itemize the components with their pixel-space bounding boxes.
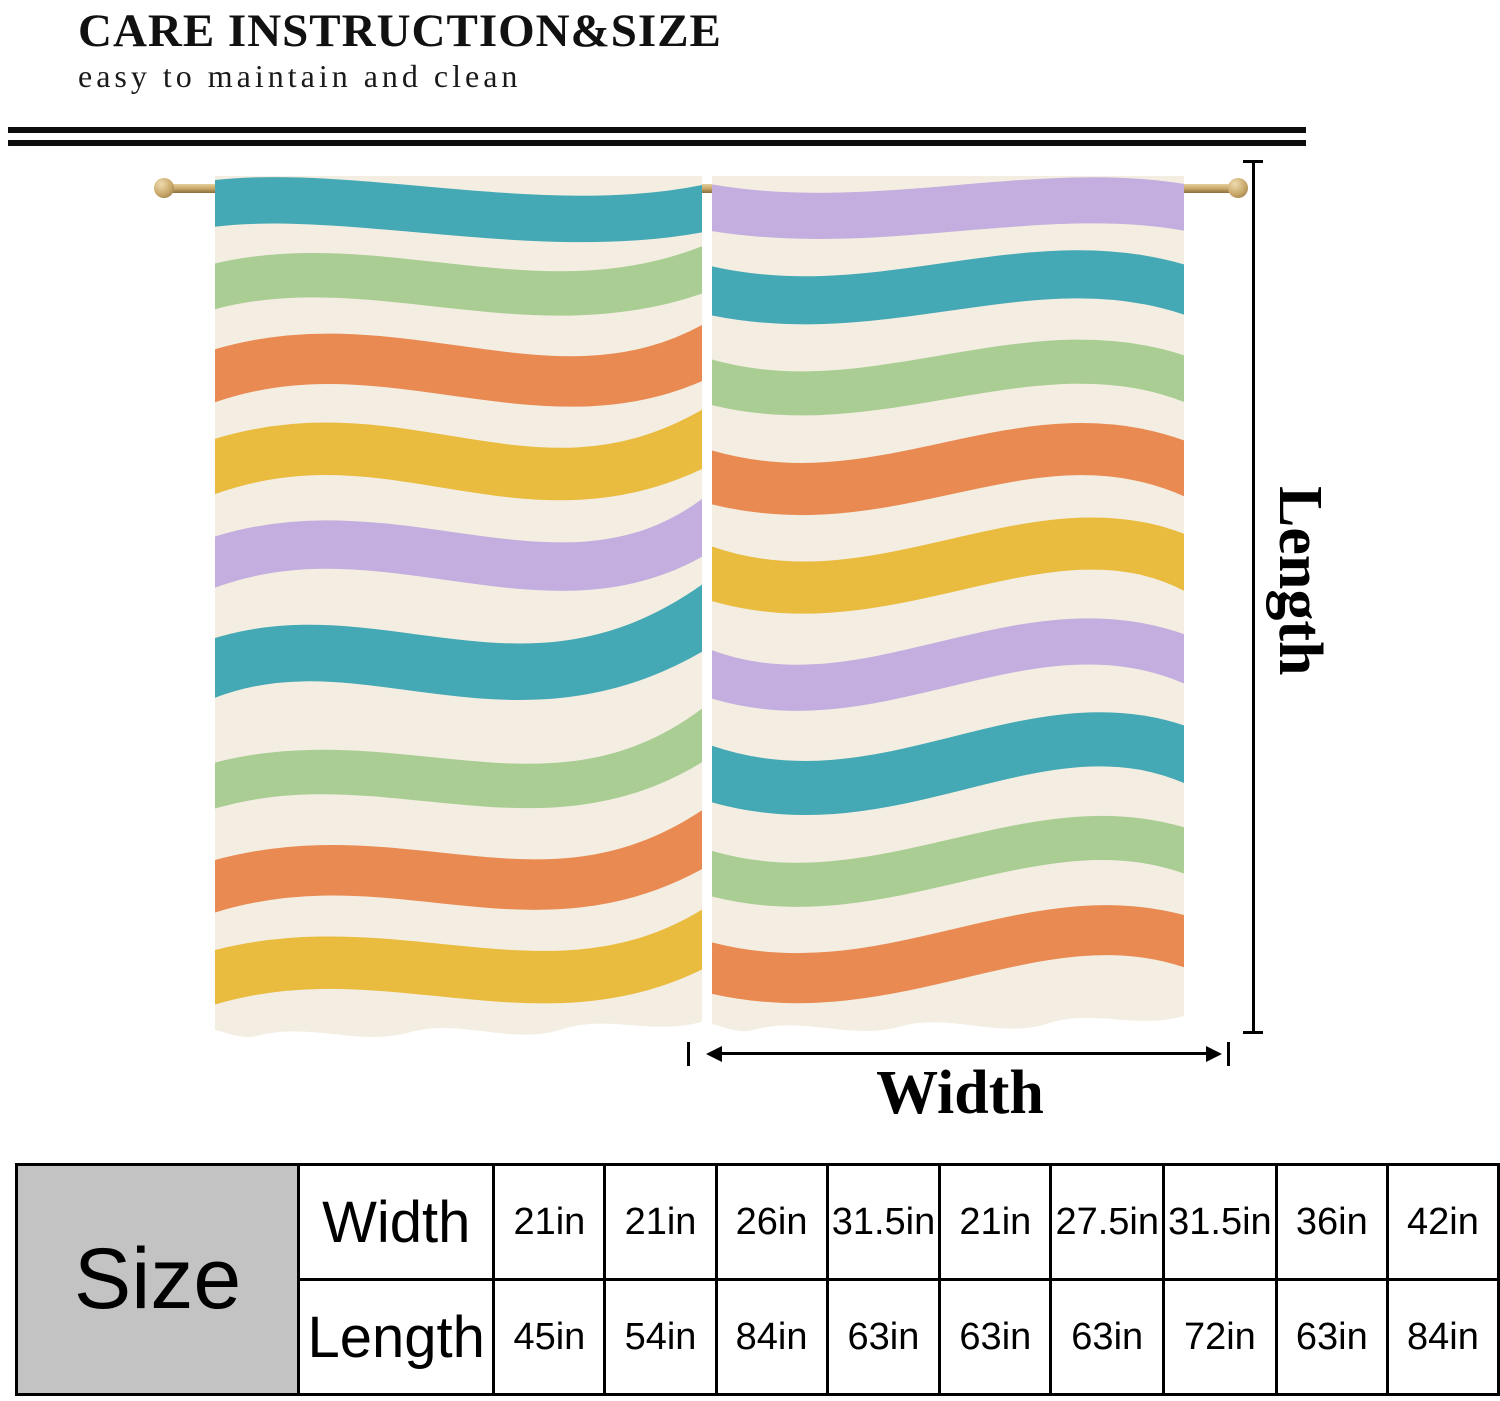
length-tick-bottom	[1243, 1031, 1263, 1034]
size-value-cell: 84in	[1385, 1278, 1500, 1396]
table-row-length: Length 45in 54in 84in 63in 63in 63in 72i…	[17, 1278, 1500, 1396]
row-label-width: Width	[297, 1163, 496, 1281]
size-value-cell: 63in	[825, 1278, 942, 1396]
size-value-cell: 21in	[603, 1163, 718, 1281]
page-subtitle: easy to maintain and clean	[78, 58, 522, 94]
size-value-cell: 42in	[1385, 1163, 1500, 1281]
size-corner-cell: Size	[14, 1163, 301, 1396]
size-value-cell: 45in	[492, 1278, 607, 1396]
groovy-wave-pattern	[215, 177, 702, 1010]
divider-line-top	[8, 127, 1306, 133]
size-value-cell: 63in	[938, 1278, 1053, 1396]
rod-finial-right-icon	[1228, 178, 1248, 198]
width-arrowhead-left-icon	[706, 1046, 722, 1062]
size-value-cell: 31.5in	[1162, 1163, 1278, 1281]
size-value-cell: 84in	[714, 1278, 829, 1396]
length-label: Length	[1266, 486, 1334, 676]
size-value-cell: 54in	[603, 1278, 718, 1396]
width-label: Width	[876, 1059, 1044, 1127]
width-tick-right	[1227, 1042, 1230, 1066]
width-dimension-line	[719, 1052, 1209, 1055]
page-title: CARE INSTRUCTION&SIZE	[78, 5, 722, 57]
size-value-cell: 31.5in	[825, 1163, 942, 1281]
curtain-panel-right	[712, 176, 1184, 1032]
width-arrowhead-right-icon	[1206, 1046, 1222, 1062]
size-value-cell: 27.5in	[1049, 1163, 1166, 1281]
size-value-cell: 26in	[714, 1163, 829, 1281]
size-table: Size Width 21in 21in 26in 31.5in 21in 27…	[14, 1163, 1500, 1396]
size-value-cell: 36in	[1274, 1163, 1389, 1281]
size-value-cell: 21in	[492, 1163, 607, 1281]
width-tick-left	[687, 1042, 690, 1066]
size-value-cell: 63in	[1274, 1278, 1389, 1396]
table-row-width: Size Width 21in 21in 26in 31.5in 21in 27…	[14, 1163, 1500, 1396]
length-dimension-line	[1252, 162, 1255, 1034]
length-tick-top	[1243, 160, 1263, 163]
size-value-cell: 72in	[1162, 1278, 1278, 1396]
rod-finial-left-icon	[154, 178, 174, 198]
divider-line-bottom	[8, 140, 1306, 146]
curtain-panel-left	[215, 176, 702, 1038]
size-value-cell: 21in	[938, 1163, 1053, 1281]
row-label-length: Length	[297, 1278, 496, 1396]
groovy-wave-pattern	[712, 177, 1184, 1004]
size-value-cell: 63in	[1049, 1278, 1166, 1396]
